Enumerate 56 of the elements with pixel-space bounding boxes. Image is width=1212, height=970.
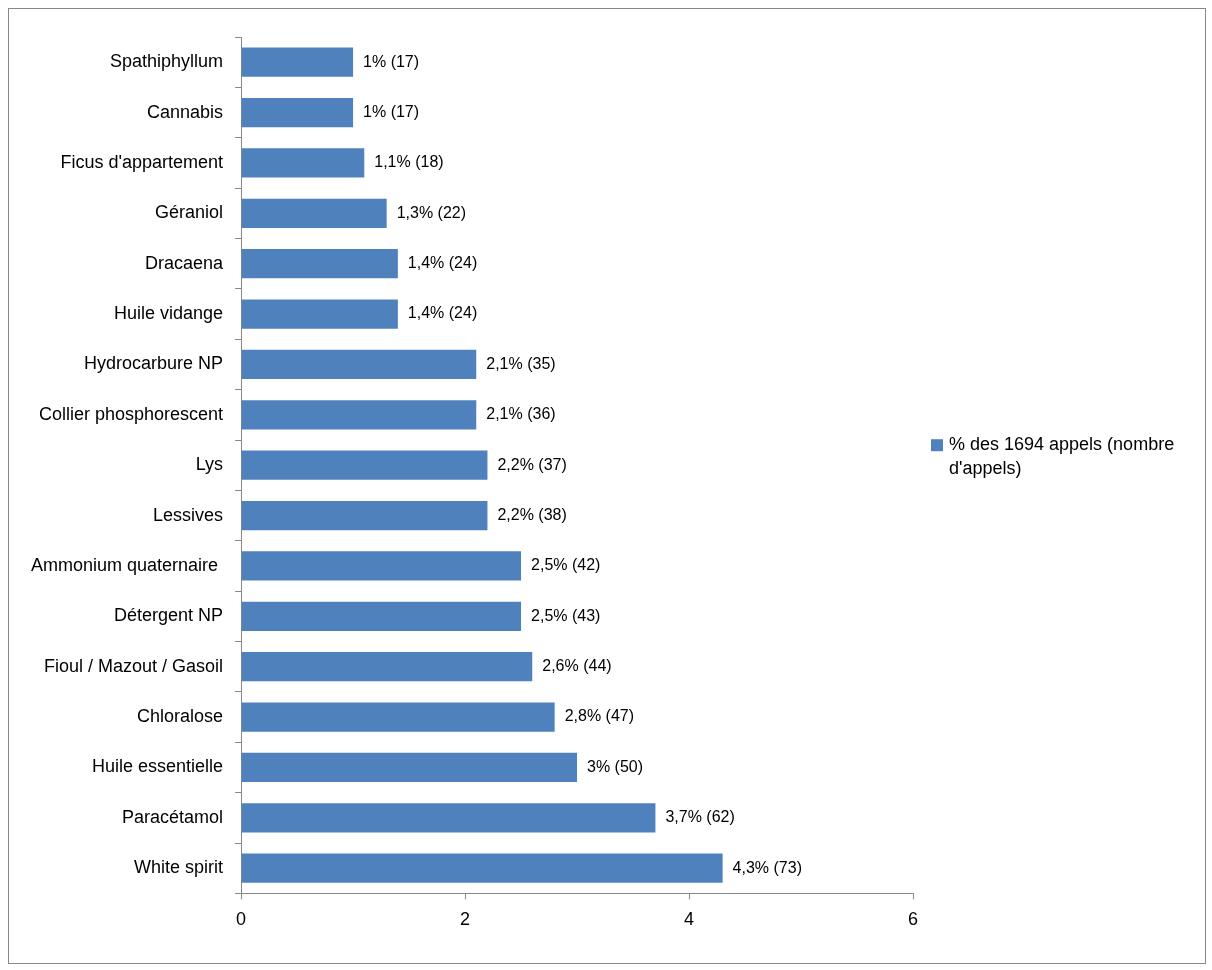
y-tick-label: Collier phosphorescent [38,403,224,424]
y-tick-label: Cannabis [147,101,224,122]
bar [241,702,555,732]
data-label: 2,8% (47) [564,707,635,725]
data-label: 1% (17) [363,102,420,120]
data-label: 2,2% (37) [497,455,567,473]
legend-label: % des 1694 appels (nombre d'appels) [949,434,1175,479]
y-tick-label: Ammonium quaternaire [30,554,224,575]
data-label: 3% (50) [587,757,644,775]
y-tick-label: Fioul / Mazout / Gasoil [44,655,224,676]
data-label: 1% (17) [363,52,420,70]
x-tick-label: 0 [236,909,247,930]
y-tick-label: Géraniol [155,202,224,223]
y-tick-label: Lessives [153,504,224,525]
y-tick-label: White spirit [134,857,224,878]
y-tick-label: Chloralose [137,706,224,727]
y-tick-label: Dracaena [145,252,225,273]
x-tick-label: 4 [684,909,695,930]
data-label: 2,2% (38) [497,505,567,523]
data-label: 2,5% (43) [531,606,601,624]
data-label: 3,7% (62) [665,808,735,826]
data-label: 2,1% (36) [486,405,556,423]
bar [241,148,365,178]
data-label: 1,1% (18) [374,153,444,171]
bar [241,551,522,581]
bar [241,47,354,77]
y-tick-label: Hydrocarbure NP [84,353,224,374]
data-label: 2,6% (44) [542,657,612,675]
y-tick-label: Lys [195,454,224,475]
y-tick-label: Huile vidange [114,303,224,324]
bar [241,299,398,329]
x-tick-label: 6 [907,909,919,930]
bar [241,652,533,682]
y-tick-label: Détergent NP [114,605,224,626]
bar [241,853,723,883]
y-tick-label: Huile essentielle [92,756,224,777]
x-tick-label: 2 [460,909,471,930]
data-label: 4,3% (73) [732,858,802,876]
bar [241,400,477,430]
bar [241,752,578,783]
bar [241,803,656,833]
data-label: 2,1% (35) [486,354,556,372]
bar [241,349,477,380]
bar [241,198,387,228]
bar [241,450,488,480]
y-tick-label: Paracétamol [122,806,224,827]
y-tick-label: Ficus d'appartement [60,151,224,172]
bar [241,601,522,631]
data-label: 2,5% (42) [531,556,601,574]
bar [241,500,488,531]
bar [241,97,354,128]
y-tick-label: Spathiphyllum [110,51,224,72]
bar [241,249,398,279]
data-label: 1,4% (24) [407,304,478,322]
data-label: 1,3% (22) [396,203,467,221]
data-label: 1,4% (24) [407,254,478,272]
